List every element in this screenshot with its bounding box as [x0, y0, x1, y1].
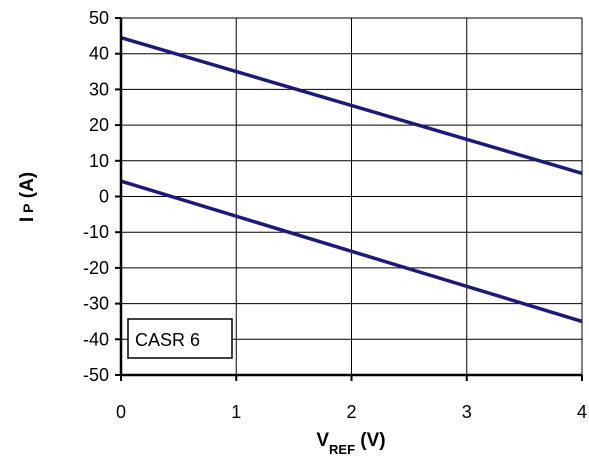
series-line: [120, 35, 583, 175]
annotation-box: [127, 318, 233, 359]
x-axis-title-unit: (V): [355, 430, 386, 451]
y-tick-labels: 50 40 30 20 10 0 -10 -20 -30 -40 -50: [83, 8, 109, 385]
x-tick-label: 1: [231, 402, 241, 422]
x-axis-title-sub: REF: [329, 442, 355, 457]
y-axis-title: IP (A): [17, 172, 38, 222]
annotation-label: CASR 6: [135, 330, 200, 350]
y-tick-label: -40: [83, 329, 109, 349]
y-tick-label: 20: [89, 115, 109, 135]
annotation-group: CASR 6: [127, 318, 233, 359]
x-tick-label: 3: [462, 402, 472, 422]
y-tick-label: 50: [89, 8, 109, 28]
y-tick-label: -50: [83, 365, 109, 385]
x-tick-label: 2: [346, 402, 356, 422]
axes: [115, 17, 583, 381]
y-tick-label: -20: [83, 258, 109, 278]
y-tick-label: -30: [83, 294, 109, 314]
data-lines: [120, 35, 583, 324]
y-axis-title-sub: P: [20, 204, 36, 213]
grid: [120, 17, 583, 376]
y-tick-label: 30: [89, 79, 109, 99]
y-tick-label: 40: [89, 44, 109, 64]
x-axis-title-main: V: [316, 430, 329, 451]
x-tick-labels: 0 1 2 3 4: [116, 402, 587, 422]
x-tick-label: 0: [116, 402, 126, 422]
y-axis-title-unit: (A): [17, 172, 38, 204]
series-line: [120, 179, 583, 324]
x-tick-label: 4: [577, 402, 587, 422]
y-tick-label: -10: [83, 222, 109, 242]
y-tick-label: 10: [89, 151, 109, 171]
y-tick-label: 0: [99, 187, 109, 207]
x-axis-title: VREF (V): [316, 430, 385, 457]
y-axis-title-main: I: [17, 217, 38, 222]
